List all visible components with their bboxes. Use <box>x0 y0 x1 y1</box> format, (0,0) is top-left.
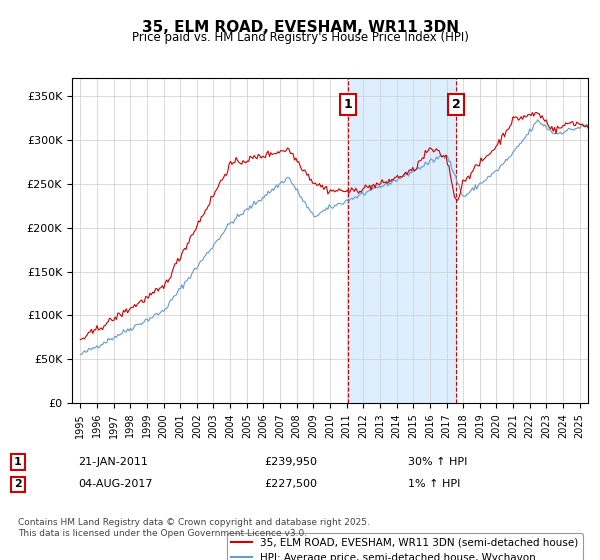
Text: £227,500: £227,500 <box>264 479 317 489</box>
Text: Price paid vs. HM Land Registry's House Price Index (HPI): Price paid vs. HM Land Registry's House … <box>131 31 469 44</box>
Text: 30% ↑ HPI: 30% ↑ HPI <box>408 457 467 467</box>
Text: £239,950: £239,950 <box>264 457 317 467</box>
Text: 1: 1 <box>14 457 22 467</box>
Text: 04-AUG-2017: 04-AUG-2017 <box>78 479 152 489</box>
Text: 21-JAN-2011: 21-JAN-2011 <box>78 457 148 467</box>
Text: 1% ↑ HPI: 1% ↑ HPI <box>408 479 460 489</box>
Text: 1: 1 <box>343 98 352 111</box>
Text: Contains HM Land Registry data © Crown copyright and database right 2025.
This d: Contains HM Land Registry data © Crown c… <box>18 518 370 538</box>
Text: 2: 2 <box>14 479 22 489</box>
Legend: 35, ELM ROAD, EVESHAM, WR11 3DN (semi-detached house), HPI: Average price, semi-: 35, ELM ROAD, EVESHAM, WR11 3DN (semi-de… <box>227 533 583 560</box>
Text: 35, ELM ROAD, EVESHAM, WR11 3DN: 35, ELM ROAD, EVESHAM, WR11 3DN <box>142 20 458 35</box>
Text: 2: 2 <box>452 98 461 111</box>
Bar <box>347 78 457 403</box>
